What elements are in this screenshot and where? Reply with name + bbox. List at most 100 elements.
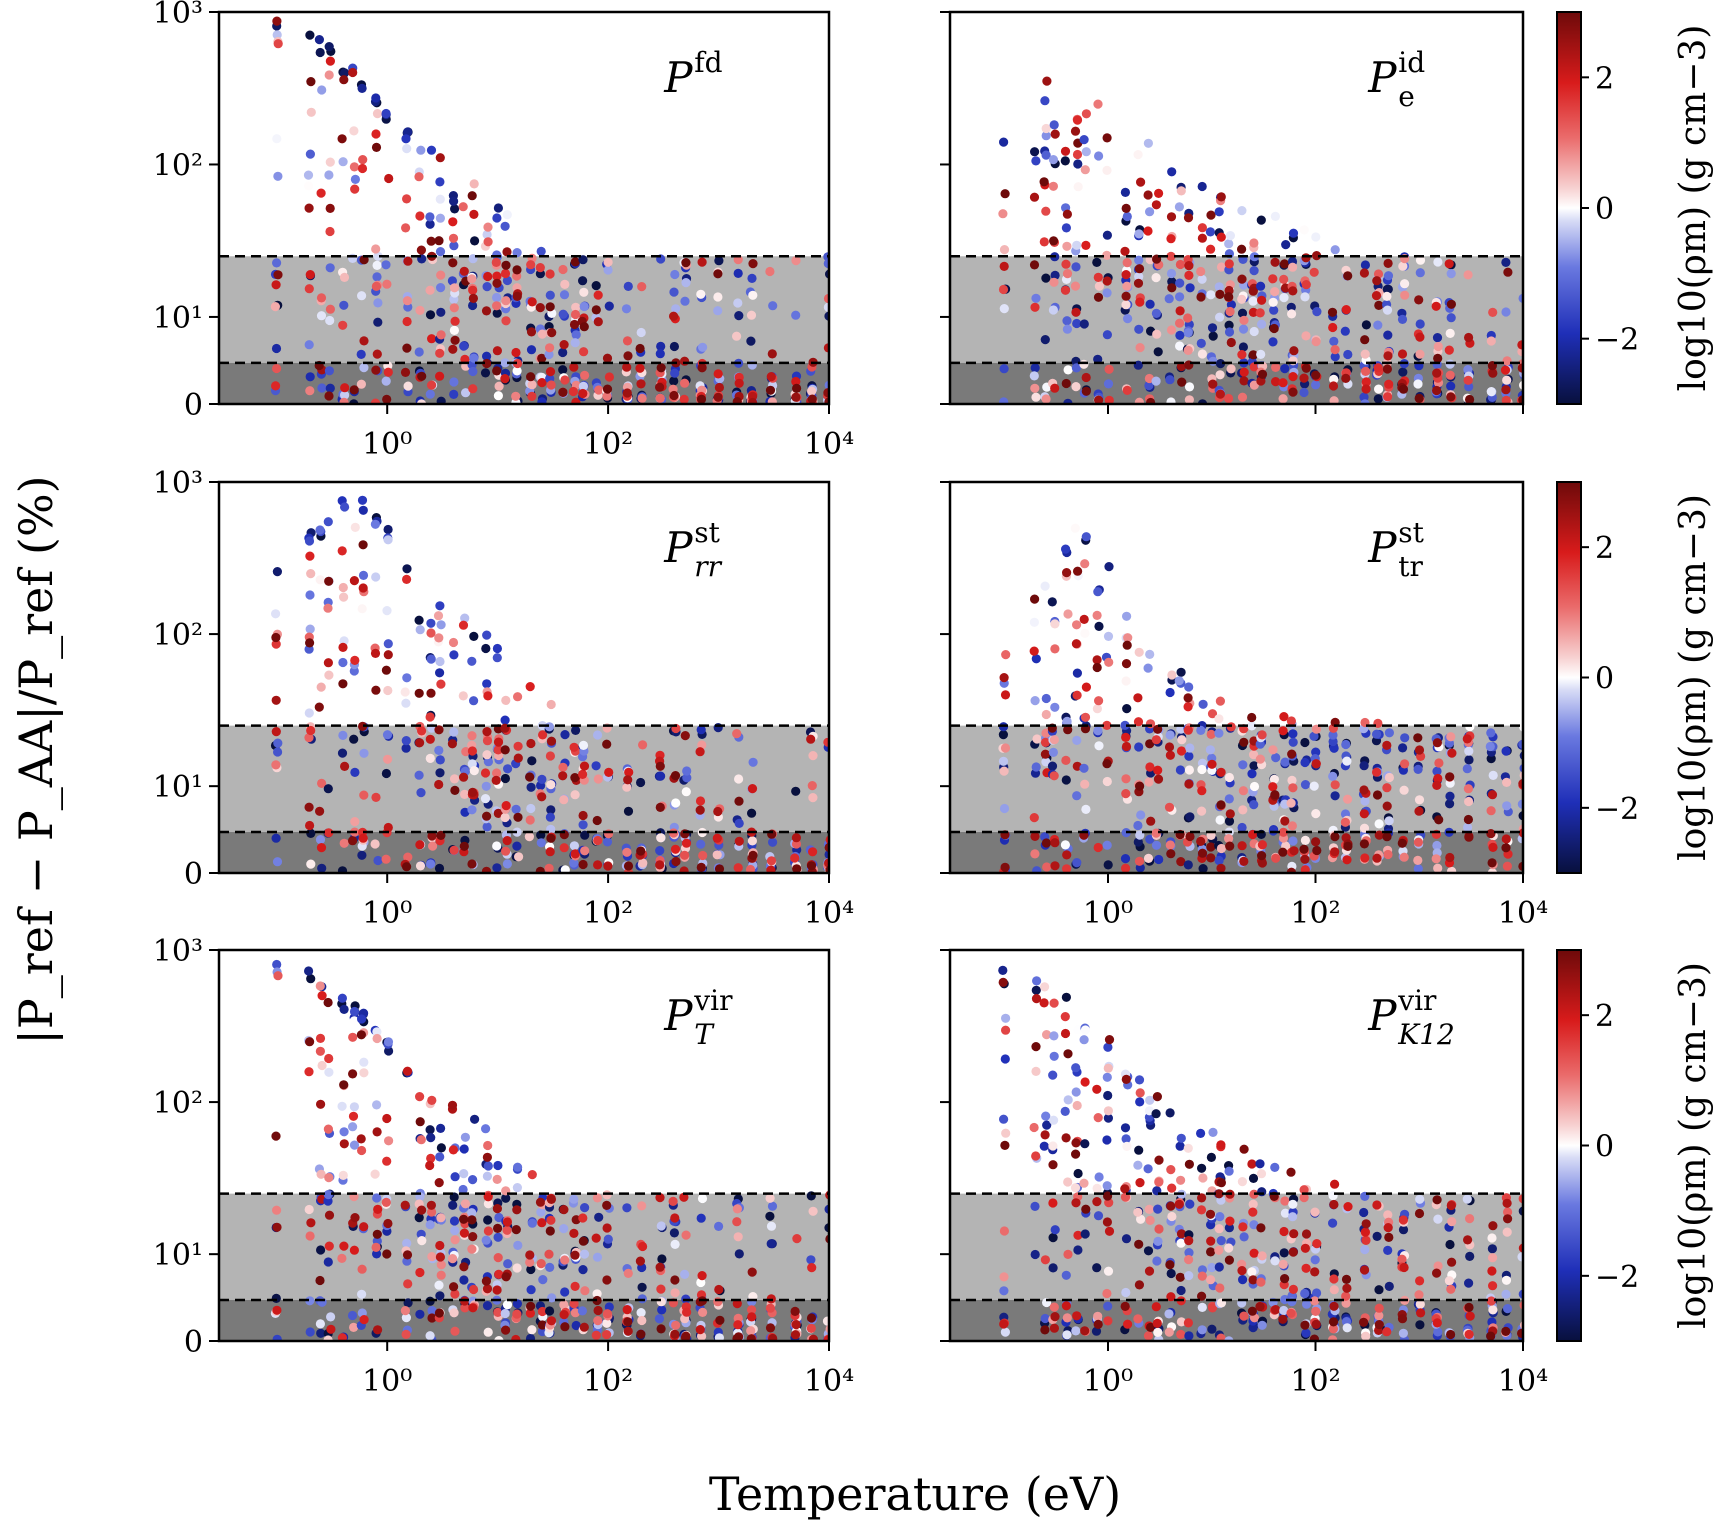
data-point [713,1297,723,1307]
data-point [417,371,427,381]
data-point [483,1215,493,1225]
data-point [1154,1224,1164,1234]
colorbar-tick-label: 2 [1595,61,1614,96]
data-point [1224,834,1234,844]
data-point [1092,662,1102,673]
data-point [536,246,546,256]
data-point [1072,240,1082,250]
data-point [1238,805,1248,815]
data-point [1384,1232,1394,1242]
data-point [1288,1199,1298,1209]
data-point [1501,1275,1512,1285]
data-point [425,1220,435,1230]
data-point [580,370,590,380]
data-point [1062,864,1072,873]
data-point [339,75,349,85]
x-tick-label: 10⁰ [1083,1364,1133,1399]
data-point [1207,323,1218,333]
data-point [1214,714,1224,724]
data-point [511,1225,521,1235]
data-point [1330,780,1340,790]
data-point [359,1222,369,1232]
data-point [316,311,327,321]
data-point [535,1197,546,1207]
data-point [1248,1275,1258,1285]
data-point [591,1330,601,1340]
data-point [603,265,613,275]
data-point [768,1333,778,1341]
colorbar-tick-label: 0 [1595,192,1614,227]
data-point [1081,1204,1091,1214]
data-point [1120,1301,1130,1311]
data-point [998,209,1008,219]
data-point [622,782,632,792]
data-point [348,1069,358,1079]
data-point [426,859,436,869]
data-point [593,774,603,784]
data-point [1061,378,1071,389]
data-point [1040,1255,1050,1265]
data-point [1071,1063,1081,1073]
panel-label: P [1367,991,1397,1040]
data-point [1464,1329,1474,1339]
data-point [1000,1327,1011,1337]
data-point [525,1250,535,1260]
data-point [671,304,681,314]
data-point [305,30,315,40]
data-point [449,650,459,660]
data-point [1433,773,1443,784]
data-point [1447,1257,1457,1267]
data-point [1214,1262,1224,1272]
data-point [1183,702,1193,712]
data-point [1300,292,1310,302]
data-point [1030,1201,1040,1211]
data-point [1299,1193,1309,1203]
data-point [656,1221,666,1231]
data-point [655,349,665,359]
data-point [1383,392,1393,402]
data-point [1144,1266,1155,1276]
data-point [1206,842,1216,852]
data-point [578,1265,588,1275]
data-point [427,334,437,344]
x-tick-label: 10⁴ [804,896,854,931]
data-point [501,316,511,326]
data-point [1237,308,1248,318]
data-point [1372,790,1383,800]
data-point [1224,292,1234,302]
data-point [622,1305,632,1315]
data-point [1398,1215,1408,1225]
data-point [1080,1326,1090,1336]
data-point [1487,1233,1497,1243]
data-point [382,730,393,740]
data-point [304,966,314,976]
data-point [527,756,537,766]
data-point [1382,364,1392,374]
data-point [602,384,613,394]
data-point [425,1296,435,1306]
data-point [1255,1159,1265,1169]
data-point [1031,1042,1041,1052]
data-point [766,856,777,866]
data-point [415,625,425,635]
data-point [338,730,348,741]
data-point [734,796,744,806]
data-point [1177,377,1187,387]
data-point [482,750,492,760]
data-point [305,1327,315,1337]
data-point [637,1315,647,1326]
data-point [823,343,829,353]
data-point [1214,855,1224,866]
data-point [636,1329,646,1339]
data-point [1094,621,1104,632]
data-point [1206,853,1216,863]
data-point [1197,1193,1207,1203]
data-point [500,812,510,823]
data-point [656,363,666,373]
data-point [1048,181,1058,191]
data-point [350,184,360,194]
data-point [1270,1256,1280,1266]
data-point [1001,1025,1011,1035]
data-point [1079,359,1089,369]
panel-label: P [1367,523,1397,572]
